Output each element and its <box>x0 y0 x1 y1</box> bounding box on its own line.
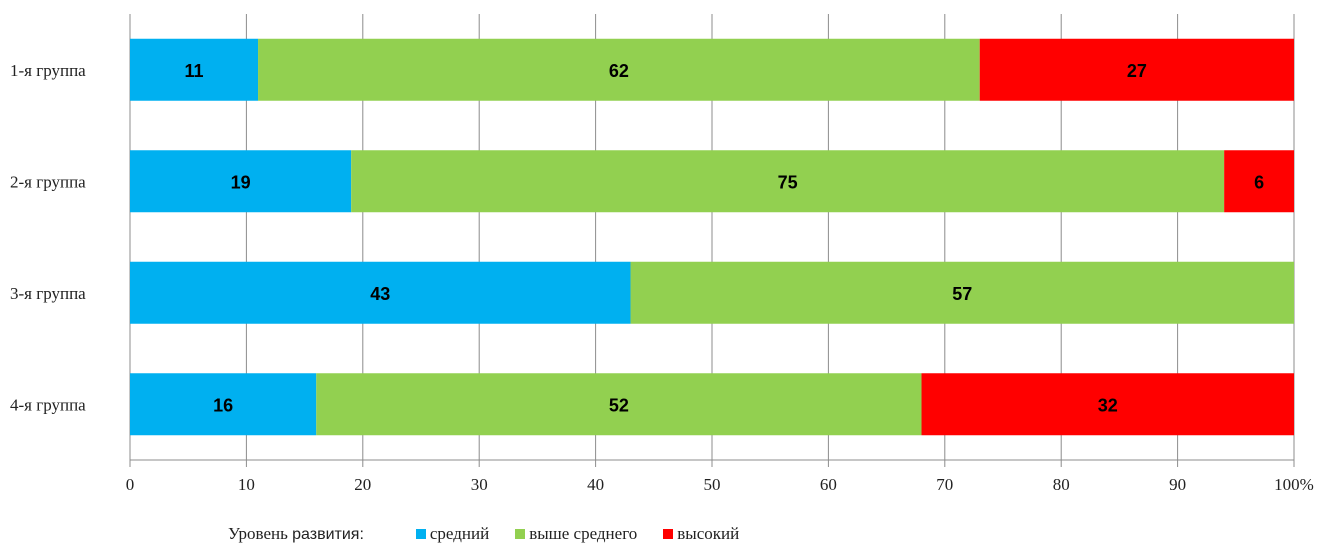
data-label: 62 <box>609 61 629 81</box>
data-label: 19 <box>231 172 251 192</box>
bar-segment <box>921 373 1294 436</box>
bar-segment <box>316 373 922 436</box>
data-label: 27 <box>1127 61 1147 81</box>
legend-item-vyshe-srednego: выше среднего <box>515 524 637 544</box>
bar-segment <box>130 38 259 101</box>
bar-segment <box>130 373 317 436</box>
data-label: 52 <box>609 395 629 415</box>
legend-swatch-srednij <box>415 529 426 539</box>
x-tick-label: 60 <box>820 475 837 494</box>
legend-title-part2: развития: <box>292 526 364 543</box>
bar-segment <box>130 261 631 324</box>
data-label: 57 <box>952 284 972 304</box>
legend-item-srednij: средний <box>415 524 490 544</box>
x-tick-label: 40 <box>587 475 604 494</box>
x-tick-label: 100% <box>1274 475 1314 494</box>
bar-segment <box>630 261 1294 324</box>
legend-label-vyshe-srednego: выше среднего <box>529 524 638 543</box>
y-category-label: 3-я группа <box>10 284 86 303</box>
y-category-label: 4-я группа <box>10 395 86 414</box>
bar-segment <box>351 150 1225 213</box>
legend-swatch-vysokij <box>663 529 674 539</box>
data-label: 6 <box>1254 172 1264 192</box>
legend-item-vysokij: высокий <box>663 524 739 544</box>
x-tick-label: 90 <box>1169 475 1186 494</box>
y-category-label: 2-я группа <box>10 172 86 191</box>
data-label: 11 <box>185 61 204 81</box>
bar-segment <box>258 38 980 101</box>
x-tick-label: 80 <box>1053 475 1070 494</box>
stacked-bar-chart: 0 10 20 30 40 50 60 70 80 90 100% 1-я группа 11 62 27 2… <box>10 14 1314 494</box>
x-tick-label: 50 <box>704 475 721 494</box>
legend-title: Уровень развития: <box>228 524 364 544</box>
y-category-label: 1-я группа <box>10 61 86 80</box>
data-label: 43 <box>370 284 390 304</box>
bar-segment <box>1224 150 1294 213</box>
data-label: 32 <box>1098 395 1118 415</box>
x-tick-label: 20 <box>354 475 371 494</box>
data-label: 75 <box>778 172 798 192</box>
legend-title-part1: Уровень <box>228 524 293 543</box>
x-tick-label: 0 <box>126 475 135 494</box>
x-tick-label: 30 <box>471 475 488 494</box>
bar-segment <box>130 150 352 213</box>
legend-label-vysokij: высокий <box>677 524 740 543</box>
legend: Уровень развития: средний выше среднего … <box>228 523 765 545</box>
x-tick-label: 10 <box>238 475 255 494</box>
bar-segment <box>979 38 1294 101</box>
legend-label-srednij: средний <box>429 524 490 543</box>
data-label: 16 <box>213 395 233 415</box>
legend-swatch-vyshe-srednego <box>515 529 526 539</box>
x-tick-label: 70 <box>936 475 953 494</box>
